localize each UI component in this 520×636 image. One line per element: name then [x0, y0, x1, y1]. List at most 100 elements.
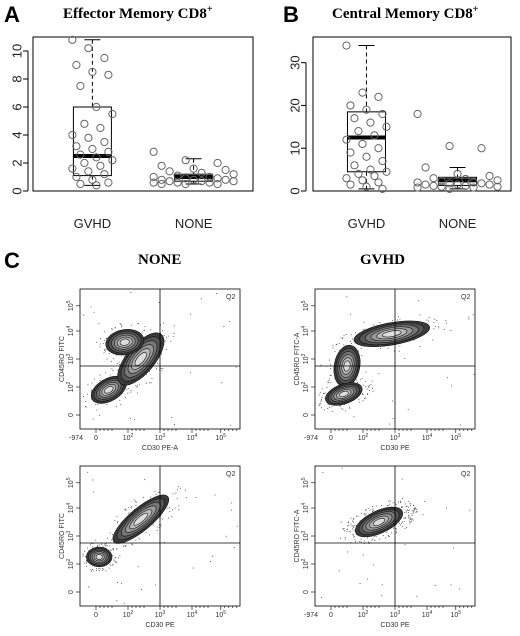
flow-x-tick-exponent: 2 — [366, 433, 369, 439]
central-point — [346, 180, 355, 189]
flow-event-dot — [434, 326, 436, 327]
effector-point — [76, 81, 85, 91]
central-point — [358, 139, 367, 149]
effector-point — [68, 164, 77, 173]
flow-event-dot — [116, 516, 118, 518]
flow-contour — [119, 338, 130, 346]
flow-y-tick-label: 0 — [68, 413, 75, 417]
flow-event-dot — [372, 390, 374, 392]
central-point — [378, 156, 387, 166]
effector-point — [108, 109, 117, 119]
flow-y-tick-exponent: 2 — [301, 381, 307, 384]
flow-event-dot — [330, 364, 331, 366]
flow-contour — [372, 517, 386, 527]
flow-plot-none-bottom: Q2 0 0 102 102 103 103 104 104 105 105 CD30 PE CD45R… — [59, 465, 241, 629]
flow-event-dot — [350, 523, 352, 525]
flow-event-dot — [214, 494, 216, 496]
central-point — [445, 179, 454, 188]
flow-event-dot — [458, 588, 460, 590]
flow-event-dot — [201, 298, 203, 300]
effector-point — [181, 174, 190, 183]
effector-memory-boxplot: 0 2 4 6 8 10 GVHD NONE — [9, 35, 254, 231]
effector-point — [84, 133, 93, 142]
flow-event-dot — [131, 324, 133, 326]
flow-event-dot — [131, 505, 133, 507]
flow-x-axis-label: CD30 PE — [380, 445, 410, 452]
flow-event-dot — [93, 378, 95, 380]
flow-event-dot — [136, 501, 138, 503]
flow-y-tick-label: 0 — [68, 590, 75, 594]
flow-event-dot — [340, 337, 342, 339]
flow-event-dot — [105, 570, 107, 572]
flow-event-dot — [371, 539, 373, 541]
flow-y-tick-exponent: 2 — [66, 558, 72, 561]
flow-event-dot — [400, 502, 402, 503]
effector-point — [149, 178, 158, 187]
flow-event-dot — [358, 399, 360, 401]
flow-event-dot — [355, 332, 356, 334]
central-y-tick-label: 20 — [287, 98, 302, 112]
flow-event-dot — [171, 516, 173, 518]
flow-event-dot — [135, 539, 137, 541]
effector-point — [96, 123, 105, 133]
flow-event-dot — [125, 545, 127, 547]
flow-y-tick-label: 105 — [301, 300, 310, 311]
effector-point — [229, 177, 238, 186]
flow-event-dot — [446, 507, 448, 509]
flow-event-dot — [118, 361, 120, 363]
flow-event-dot — [472, 314, 474, 316]
flow-event-dot — [428, 316, 430, 318]
flow-event-dot — [135, 504, 137, 506]
effector-point — [88, 67, 97, 77]
flow-event-dot — [356, 382, 358, 384]
flow-event-dot — [362, 393, 363, 395]
flow-event-dot — [85, 401, 87, 402]
flow-event-dot — [130, 391, 132, 393]
flow-event-dot — [106, 404, 108, 405]
flow-x-tick-label: 103 — [390, 433, 401, 442]
flow-event-dot — [387, 534, 389, 536]
effector-category-label: GVHD — [74, 216, 112, 231]
flow-event-dot — [116, 406, 117, 408]
flow-event-dot — [352, 534, 354, 535]
flow-event-dot — [174, 424, 176, 425]
flow-event-dot — [424, 500, 426, 502]
flow-event-dot — [402, 497, 403, 499]
flow-event-dot — [428, 320, 430, 322]
flow-event-dot — [137, 537, 139, 539]
flow-event-dot — [453, 547, 455, 549]
effector-point — [92, 102, 101, 112]
flow-event-dot — [360, 538, 362, 540]
flow-event-dot — [399, 345, 401, 347]
flow-event-dot — [141, 589, 142, 590]
flow-event-dot — [143, 496, 144, 498]
flow-event-dot — [433, 328, 435, 330]
flow-x-tick-exponent: 5 — [458, 433, 461, 439]
flow-event-dot — [321, 388, 323, 390]
flow-quadrant-label: Q2 — [226, 294, 235, 301]
flow-event-dot — [411, 512, 413, 514]
flow-event-dot — [354, 536, 356, 538]
flow-event-dot — [401, 506, 403, 508]
flow-event-dot — [414, 508, 416, 510]
flow-x-tick-exponent: 2 — [366, 610, 369, 616]
flow-event-dot — [118, 364, 120, 365]
flow-event-dot — [212, 556, 214, 558]
flow-event-dot — [90, 543, 92, 544]
flow-event-dot — [343, 335, 345, 337]
effector-point — [165, 177, 174, 186]
flow-event-dot — [426, 319, 428, 321]
flow-event-dot — [411, 519, 413, 520]
flow-event-dot — [391, 319, 393, 321]
flow-event-dot — [130, 390, 132, 392]
flow-event-dot — [331, 411, 333, 412]
flow-event-dot — [360, 379, 362, 381]
flow-contour — [104, 386, 114, 394]
central-point — [477, 179, 486, 188]
flow-event-dot — [172, 493, 174, 495]
flow-event-dot — [321, 398, 322, 400]
flow-x-tick-exponent: 3 — [398, 433, 401, 439]
flow-plot-gvhd-bottom: Q2 0 0 102 102 103 103 104 104 105 105 -974 CD30 PE C… — [294, 465, 476, 629]
flow-event-dot — [321, 407, 323, 409]
flow-event-dot — [145, 374, 147, 376]
